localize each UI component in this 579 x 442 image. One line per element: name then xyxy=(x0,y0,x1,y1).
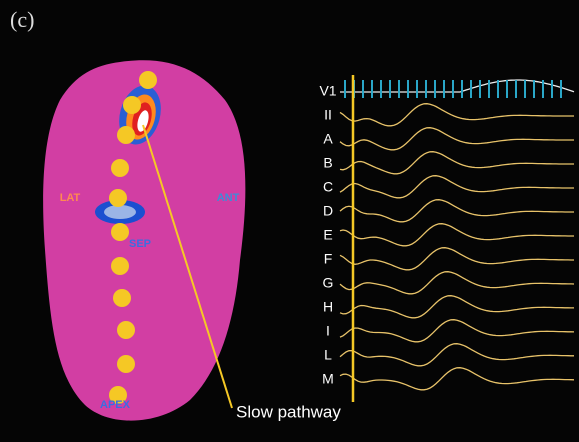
page: (c) LAT ANT SEP APEX Slow pathway V1 II AB… xyxy=(0,0,579,442)
trace-label: V1 xyxy=(319,83,336,99)
figure: (c) LAT ANT SEP APEX Slow pathway V1 II AB… xyxy=(0,0,579,442)
trace-label: L xyxy=(324,347,332,363)
trace-label: B xyxy=(323,155,332,171)
map-label: ANT xyxy=(217,192,240,204)
panel-label: (c) xyxy=(10,7,34,32)
trace-label: C xyxy=(323,179,333,195)
trace-label: E xyxy=(323,227,332,243)
trace-label: M xyxy=(322,371,334,387)
map-label: LAT xyxy=(60,192,81,204)
trace-label: G xyxy=(323,275,334,291)
trace-label: H xyxy=(323,299,333,315)
trace-label: D xyxy=(323,203,333,219)
trace-label: A xyxy=(323,131,333,147)
trace-label: I xyxy=(326,323,330,339)
map-label: APEX xyxy=(100,399,131,411)
map-label: SEP xyxy=(129,238,151,250)
trace-label: II xyxy=(324,107,332,123)
trace-label: F xyxy=(324,251,333,267)
annotation: Slow pathway xyxy=(236,402,341,421)
